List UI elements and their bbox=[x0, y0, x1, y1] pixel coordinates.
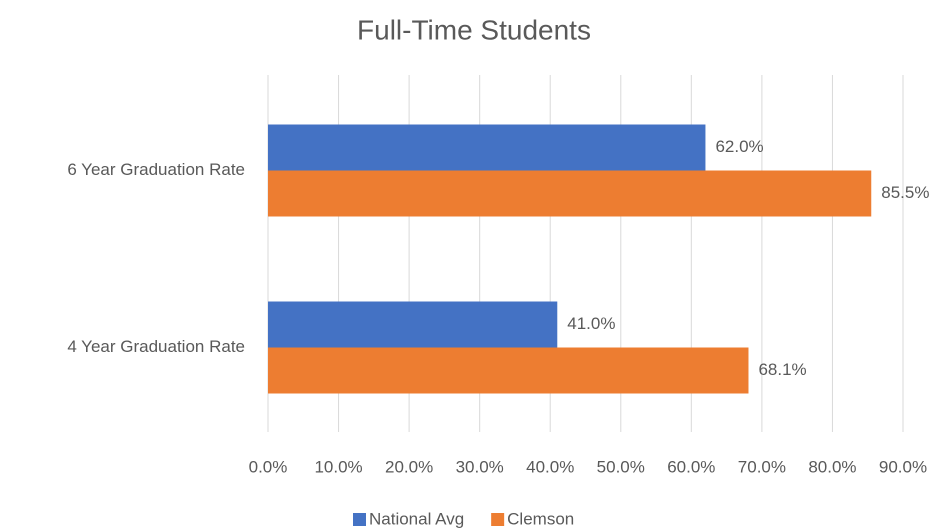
value-label: 68.1% bbox=[758, 360, 806, 379]
x-tick-label: 50.0% bbox=[597, 457, 645, 476]
bar bbox=[268, 347, 749, 394]
x-tick-label: 80.0% bbox=[808, 457, 856, 476]
bar bbox=[268, 170, 872, 217]
value-label: 41.0% bbox=[567, 314, 615, 333]
y-tick-label: 4 Year Graduation Rate bbox=[67, 337, 245, 356]
legend-swatch bbox=[353, 513, 366, 526]
x-tick-label: 60.0% bbox=[667, 457, 715, 476]
x-tick-label: 90.0% bbox=[879, 457, 927, 476]
x-tick-label: 10.0% bbox=[314, 457, 362, 476]
x-tick-label: 40.0% bbox=[526, 457, 574, 476]
x-tick-label: 30.0% bbox=[456, 457, 504, 476]
legend-label: National Avg bbox=[369, 509, 464, 528]
value-label: 62.0% bbox=[715, 137, 763, 156]
legend-swatch bbox=[491, 513, 505, 526]
bar bbox=[268, 301, 558, 348]
y-tick-label: 6 Year Graduation Rate bbox=[67, 160, 245, 179]
value-label: 85.5% bbox=[881, 183, 929, 202]
legend-label: Clemson bbox=[507, 509, 574, 528]
x-tick-label: 0.0% bbox=[249, 457, 288, 476]
x-tick-label: 20.0% bbox=[385, 457, 433, 476]
bar bbox=[268, 124, 706, 171]
x-tick-label: 70.0% bbox=[738, 457, 786, 476]
chart-title: Full-Time Students bbox=[357, 14, 591, 45]
